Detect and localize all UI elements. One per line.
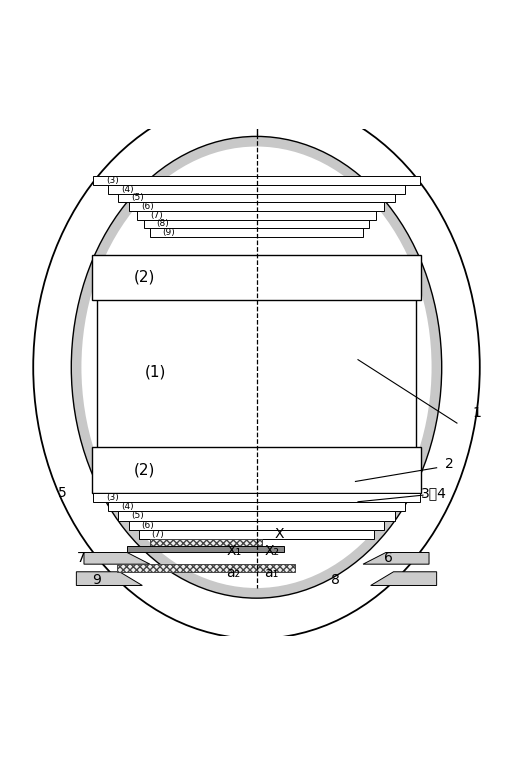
Bar xyxy=(96,299,417,448)
Text: (9): (9) xyxy=(163,228,175,237)
Ellipse shape xyxy=(82,147,431,588)
Text: 6: 6 xyxy=(384,551,393,565)
Text: (5): (5) xyxy=(131,512,144,520)
Text: 7: 7 xyxy=(77,551,86,565)
Bar xyxy=(129,520,384,529)
Bar xyxy=(144,219,369,228)
Polygon shape xyxy=(84,552,150,564)
Ellipse shape xyxy=(71,136,442,598)
Text: (7): (7) xyxy=(150,210,163,220)
Text: 5: 5 xyxy=(58,486,67,500)
Polygon shape xyxy=(363,552,429,564)
Text: 3、4: 3、4 xyxy=(421,486,447,500)
Text: a₁: a₁ xyxy=(265,566,279,580)
Bar xyxy=(93,176,420,185)
Text: (6): (6) xyxy=(141,202,154,211)
Bar xyxy=(119,511,394,520)
Bar xyxy=(139,529,374,539)
Bar xyxy=(117,564,294,571)
Text: (8): (8) xyxy=(156,219,169,228)
Bar xyxy=(127,546,284,552)
Text: 1: 1 xyxy=(473,406,482,420)
Text: (3): (3) xyxy=(106,493,119,502)
Text: X₂: X₂ xyxy=(264,544,279,558)
Polygon shape xyxy=(76,571,142,585)
Text: (5): (5) xyxy=(131,194,144,202)
Text: 9: 9 xyxy=(92,574,101,588)
Text: X: X xyxy=(274,527,284,541)
Bar xyxy=(137,210,376,220)
Text: (4): (4) xyxy=(121,184,134,194)
Bar xyxy=(108,184,405,194)
Bar xyxy=(129,202,384,211)
Text: X₁: X₁ xyxy=(226,544,241,558)
Text: (6): (6) xyxy=(141,521,154,529)
Text: (2): (2) xyxy=(134,270,155,285)
Bar xyxy=(108,503,405,511)
Text: a₂: a₂ xyxy=(227,566,241,580)
Text: (2): (2) xyxy=(134,463,155,478)
Text: 2: 2 xyxy=(445,457,453,470)
Bar xyxy=(150,228,363,237)
Text: (1): (1) xyxy=(144,365,166,380)
Bar xyxy=(119,194,394,203)
Text: (3): (3) xyxy=(106,176,119,185)
Polygon shape xyxy=(371,571,437,585)
Bar xyxy=(93,493,420,503)
Bar xyxy=(150,539,262,547)
Text: (7): (7) xyxy=(151,529,164,539)
Text: (4): (4) xyxy=(121,503,134,511)
Text: 8: 8 xyxy=(331,574,340,588)
Bar xyxy=(92,255,421,301)
Bar xyxy=(92,448,421,493)
